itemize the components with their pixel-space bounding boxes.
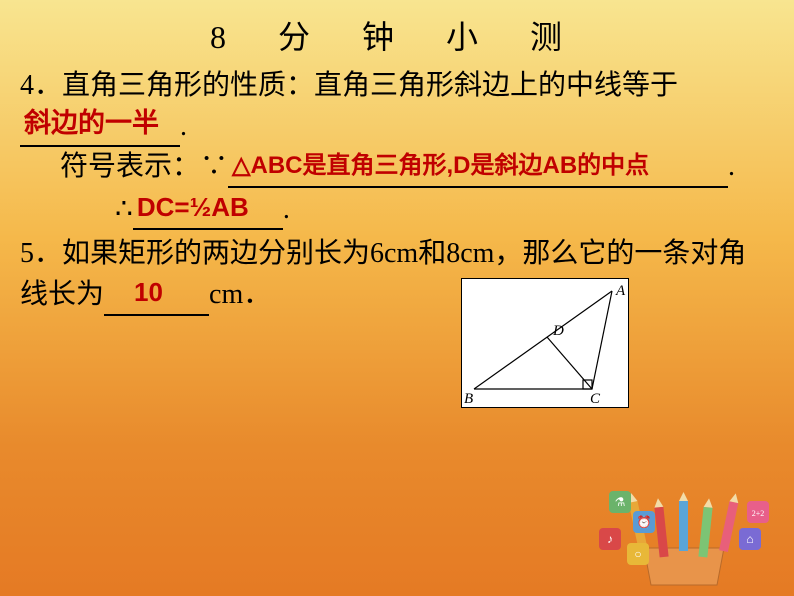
question-4-line1: 4．直角三角形的性质：直角三角形斜边上的中线等于斜边的一半. xyxy=(20,66,774,147)
q4-suffix2: . xyxy=(728,151,735,182)
svg-text:○: ○ xyxy=(634,547,641,561)
q4-symbol-label: 符号表示： xyxy=(32,151,200,182)
q4-answer1: 斜边的一半 xyxy=(24,104,159,143)
svg-text:2+2: 2+2 xyxy=(752,509,765,518)
triangle-diagram: A B C D xyxy=(461,278,629,408)
svg-text:A: A xyxy=(615,283,626,299)
svg-text:♪: ♪ xyxy=(607,532,613,546)
svg-text:B: B xyxy=(464,391,473,407)
q4-answer2: △ABC是直角三角形,D是斜边AB的中点 xyxy=(232,149,649,184)
slide-content: 4．直角三角形的性质：直角三角形斜边上的中线等于斜边的一半. 符号表示：∵△AB… xyxy=(0,58,794,316)
q4-blank1: 斜边的一半 xyxy=(20,117,180,147)
q4-blank3: DC=½AB xyxy=(133,200,283,230)
q5-blank: 10 xyxy=(104,286,209,316)
svg-text:D: D xyxy=(552,323,564,339)
q4-symbol-line: 符号表示：∵△ABC是直角三角形,D是斜边AB的中点. xyxy=(32,147,774,188)
q4-blank2: △ABC是直角三角形,D是斜边AB的中点 xyxy=(228,158,728,188)
svg-text:⚗: ⚗ xyxy=(615,495,626,509)
q5-suffix: cm． xyxy=(209,279,271,310)
slide-title: 8 分 钟 小 测 xyxy=(0,0,794,58)
question-5: 5．如果矩形的两边分别长为6cm和8cm，那么它的一条对角线长为10cm． xyxy=(20,234,774,315)
q4-suffix3: . xyxy=(283,194,290,225)
q4-prefix: 4．直角三角形的性质：直角三角形斜边上的中线等于 xyxy=(20,70,678,101)
q4-answer3: DC=½AB xyxy=(137,189,249,227)
footer-decoration: ⚗ ⏰ ♪ ○ 2+2 ⌂ xyxy=(599,473,774,588)
svg-text:⌂: ⌂ xyxy=(746,532,753,546)
svg-text:C: C xyxy=(590,391,601,407)
q5-answer: 10 xyxy=(134,274,163,312)
svg-text:⏰: ⏰ xyxy=(637,514,652,529)
because-symbol: ∵ xyxy=(200,151,228,182)
q4-suffix1: . xyxy=(180,111,187,142)
triangle-svg: A B C D xyxy=(462,279,630,409)
footer-svg: ⚗ ⏰ ♪ ○ 2+2 ⌂ xyxy=(599,473,774,588)
q4-therefore-line: ∴DC=½AB. xyxy=(115,190,774,231)
therefore-symbol: ∴ xyxy=(115,194,133,225)
